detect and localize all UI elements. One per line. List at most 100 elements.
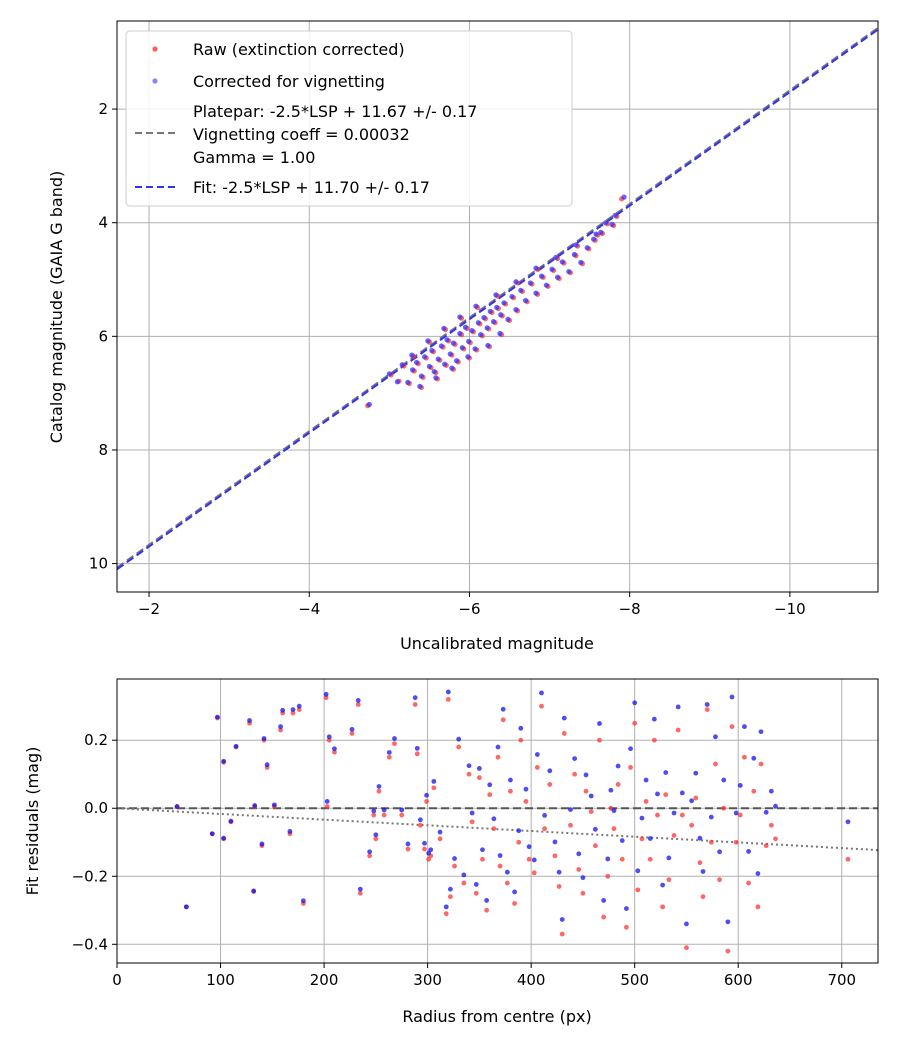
bottom-corrected-point: [643, 777, 649, 783]
bottom-raw-point: [469, 819, 475, 825]
bottom-raw-point: [552, 853, 558, 859]
bottom-x-tick-label: 200: [310, 971, 339, 989]
top-x-tick-label: −8: [619, 600, 641, 618]
bottom-raw-point: [717, 877, 722, 883]
bottom-corrected-point: [349, 726, 355, 732]
bottom-corrected-point: [280, 707, 286, 713]
bottom-raw-point: [561, 731, 567, 736]
bottom-ticks: 0 100 200 300 400 500 600 700 −0.4 −0.2 0.0 0.2: [72, 731, 857, 989]
top-corrected-point: [493, 292, 499, 298]
bottom-x-tick-label: 300: [413, 971, 442, 989]
bottom-raw-point: [452, 863, 457, 869]
bottom-corrected-point: [491, 816, 497, 822]
top-corrected-point: [497, 330, 503, 337]
top-corrected-point: [612, 212, 618, 218]
top-corrected-point: [554, 274, 561, 280]
bottom-raw-point: [431, 785, 437, 791]
bottom-corrected-point: [689, 798, 695, 804]
bottom-raw-point: [357, 890, 363, 896]
bottom-corrected-point: [174, 804, 180, 809]
bottom-raw-point: [689, 822, 695, 828]
bottom-corrected-point: [443, 904, 449, 910]
top-y-axis-label: Catalog magnitude (GAIA G band): [47, 171, 66, 443]
bottom-raw-point: [556, 884, 562, 889]
bottom-raw-point: [539, 703, 544, 709]
bottom-corrected-point: [713, 734, 718, 740]
bottom-corrected-point: [422, 840, 427, 846]
bottom-raw-point: [700, 894, 706, 900]
bottom-raw-point: [516, 839, 522, 845]
bottom-raw-point: [666, 877, 672, 883]
bottom-scatter-points: [174, 689, 851, 954]
bottom-corrected-point: [733, 810, 739, 816]
bottom-y-tick-label: 0.2: [84, 731, 108, 749]
top-corrected-point: [469, 328, 475, 334]
bottom-raw-point: [725, 948, 731, 954]
top-corrected-point: [533, 290, 539, 296]
bottom-corrected-point: [373, 832, 379, 838]
top-corrected-point: [459, 345, 465, 351]
bottom-corrected-point: [405, 841, 411, 847]
bottom-corrected-point: [559, 917, 565, 922]
bottom-corrected-point: [495, 744, 501, 750]
top-corrected-point: [478, 332, 484, 338]
top-corrected-point: [490, 318, 497, 325]
bottom-raw-point: [647, 856, 653, 862]
bottom-corrected-point: [500, 706, 506, 712]
bottom-raw-point: [476, 775, 482, 781]
bottom-corrected-point: [666, 855, 672, 861]
bottom-raw-point: [422, 846, 427, 852]
bottom-corrected-point: [601, 898, 607, 903]
top-corrected-point: [399, 362, 405, 368]
bottom-corrected-point: [663, 770, 669, 775]
bottom-corrected-point: [597, 721, 602, 726]
top-corrected-point: [543, 282, 549, 288]
legend-platepar-label-line3: Gamma = 1.00: [193, 148, 315, 167]
top-corrected-point: [501, 300, 507, 306]
legend-raw-marker: [152, 46, 158, 52]
bottom-raw-point: [597, 737, 602, 743]
bottom-corrected-point: [704, 702, 710, 707]
bottom-corrected-point: [651, 716, 657, 722]
top-corrected-point: [549, 266, 555, 272]
top-corrected-point: [435, 356, 441, 362]
bottom-raw-point: [643, 799, 649, 804]
bottom-raw-point: [512, 901, 517, 906]
bottom-raw-point: [763, 843, 769, 849]
bottom-corrected-point: [251, 888, 257, 894]
bottom-raw-point: [399, 812, 405, 818]
top-corrected-point: [527, 280, 533, 286]
bottom-corrected-point: [516, 828, 522, 834]
top-corrected-point: [413, 359, 420, 366]
top-corrected-point: [457, 314, 463, 320]
bottom-corrected-point: [209, 831, 215, 837]
top-corrected-point: [472, 346, 478, 352]
bottom-corrected-point: [392, 736, 397, 741]
bottom-corrected-point: [552, 839, 558, 845]
top-corrected-point: [429, 347, 435, 354]
bottom-corrected-point: [469, 810, 475, 816]
bottom-raw-point: [708, 839, 714, 845]
bottom-raw-point: [737, 812, 743, 818]
bottom-vignetting-trend-line: [117, 807, 878, 852]
bottom-raw-point: [466, 771, 472, 777]
top-corrected-point: [593, 231, 599, 237]
bottom-corrected-point: [556, 869, 562, 875]
top-corrected-point: [591, 236, 597, 242]
bottom-raw-point: [491, 826, 497, 832]
bottom-corrected-point: [461, 872, 467, 878]
bottom-raw-point: [684, 945, 689, 951]
bottom-corrected-point: [684, 921, 689, 927]
bottom-corrected-point: [568, 807, 573, 813]
bottom-raw-point: [651, 737, 657, 743]
bottom-corrected-point: [367, 849, 373, 855]
bottom-raw-point: [392, 741, 397, 747]
top-corrected-point: [438, 343, 445, 349]
bottom-corrected-point: [261, 736, 267, 741]
bottom-corrected-point: [417, 817, 423, 823]
top-corrected-point: [513, 307, 519, 313]
bottom-corrected-point: [531, 857, 537, 863]
bottom-raw-point: [773, 836, 778, 842]
bottom-x-tick-label: 100: [206, 971, 235, 989]
bottom-corrected-point: [534, 752, 540, 757]
